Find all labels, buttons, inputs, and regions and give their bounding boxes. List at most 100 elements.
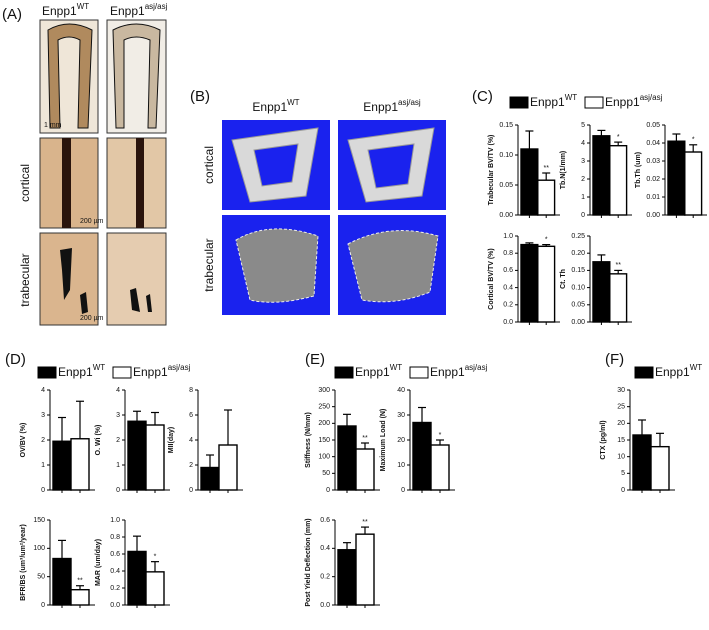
bar [145,424,165,491]
y-tick-label: 2 [41,437,45,444]
y-tick-label: 4 [581,140,585,147]
y-tick-label: 0.00 [499,212,513,219]
significance: * [439,432,442,439]
y-axis-label: O. Wi (%) [95,425,102,456]
y-tick-label: 0 [41,602,45,609]
name: Enpp1 [530,95,565,109]
y-tick-label: 0.6 [503,267,513,274]
bar [355,533,375,606]
superscript: WT [390,363,403,372]
header: Enpp1WT [655,363,702,379]
scale-label: 200 µm [80,218,104,225]
y-tick-label: 150 [318,437,330,444]
name: Enpp1 [605,95,640,109]
legend-swatch [409,366,429,379]
y-tick-label: 0.15 [499,122,513,129]
panel-label: (F) [605,351,624,368]
scale-label: 1 mm [44,122,62,129]
y-tick-label: 0 [401,487,405,494]
y-tick-label: 0 [41,487,45,494]
y-axis-label: Maximum Load (N) [380,409,387,472]
y-axis-label: MAR (um/day) [95,539,102,586]
y-tick-label: 0.2 [110,585,120,592]
scale-label: 200 µm [80,315,104,322]
y-tick-label: 50 [37,574,45,581]
y-tick-label: 0.05 [571,302,585,309]
name: Enpp1 [430,365,465,379]
bar [537,179,556,216]
row-label: trabecular [18,253,32,306]
superscript: asj/asj [640,93,663,102]
y-tick-label: 4 [189,437,193,444]
significance: * [617,134,620,141]
y-tick-label: 0.00 [571,319,585,326]
superscript: WT [93,363,106,372]
bar [337,549,357,606]
y-tick-label: 1 [581,194,585,201]
bar [592,261,611,323]
bar [337,425,357,491]
bar [537,245,556,323]
y-tick-label: 0.10 [499,152,513,159]
bar [684,151,703,216]
bar [650,445,670,491]
y-tick-label: 0.4 [110,568,120,575]
y-tick-label: 0.0 [110,602,120,609]
header: Enpp1asj/asj [110,2,168,18]
y-tick-label: 0 [189,487,193,494]
legend-swatch [584,96,604,109]
y-tick-label: 20 [397,437,405,444]
y-axis-label: MII(day) [168,427,175,453]
y-tick-label: 1 [41,462,45,469]
y-axis-label: Trabecular BV/TV (%) [488,135,495,206]
significance: ** [77,578,83,585]
name: Enpp1 [252,100,287,114]
y-tick-label: 8 [189,387,193,394]
superscript: asj/asj [465,363,488,372]
row-label: cortical [202,146,216,184]
y-axis-label: Stiffness (N/mm) [305,412,312,468]
legend-swatch [334,366,354,379]
y-axis-label: Ct. Th [560,269,567,289]
y-tick-label: 50 [322,470,330,477]
superscript: WT [77,2,90,11]
y-axis-label: OV/BV (%) [20,423,27,458]
name: Enpp1 [363,100,398,114]
y-tick-label: 0.15 [571,267,585,274]
panel-label: (A) [2,6,22,23]
y-axis-label: Post Yield Deflection (mm) [305,518,312,606]
legend-swatch [37,366,57,379]
y-tick-label: 250 [318,404,330,411]
y-tick-label: 0.01 [646,194,660,201]
y-tick-label: 0 [621,487,625,494]
significance: ** [362,435,368,442]
superscript: asj/asj [168,363,191,372]
y-tick-label: 0.8 [503,250,513,257]
legend-swatch [634,366,654,379]
y-tick-label: 1 [116,462,120,469]
y-tick-label: 100 [318,454,330,461]
bar [70,438,90,491]
histology-images [39,19,167,326]
header: Enpp1WT [42,2,89,18]
y-tick-label: 0.8 [110,534,120,541]
header: Enpp1asj/asj [430,363,488,379]
y-tick-label: 1.0 [110,517,120,524]
bar [520,148,539,216]
header: Enpp1WT [355,363,402,379]
y-tick-label: 0.0 [320,602,330,609]
y-tick-label: 200 [318,420,330,427]
y-axis-label: CTX (pg/ml) [600,420,607,459]
y-tick-label: 0 [326,487,330,494]
panel-label: (B) [190,88,210,105]
y-tick-label: 0.0 [503,319,513,326]
y-tick-label: 5 [621,470,625,477]
y-tick-label: 0.02 [646,176,660,183]
y-tick-label: 0 [116,487,120,494]
bar [609,144,628,216]
y-tick-label: 0.03 [646,158,660,165]
y-tick-label: 300 [318,387,330,394]
y-tick-label: 0.05 [646,122,660,129]
y-tick-label: 2 [116,437,120,444]
name: Enpp1 [355,365,390,379]
